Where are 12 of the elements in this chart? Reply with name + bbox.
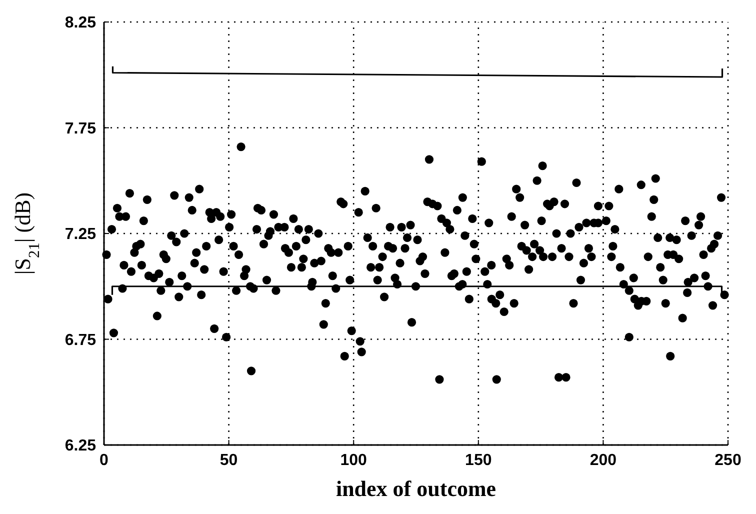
y-tick-label: 8.25 xyxy=(64,14,96,32)
x-axis-title: index of outcome xyxy=(336,476,496,501)
y-tick-label: 7.75 xyxy=(64,120,96,138)
y-tick-label: 6.25 xyxy=(64,438,96,455)
x-tick-label: 150 xyxy=(465,452,492,469)
x-tick-label: 250 xyxy=(714,452,742,469)
x-tick-label: 0 xyxy=(100,452,109,469)
x-tick-label: 200 xyxy=(590,452,617,469)
y-tick-label: 6.75 xyxy=(64,332,96,349)
x-tick-label: 100 xyxy=(340,452,368,469)
y-tick-label: 7.25 xyxy=(64,226,96,244)
x-tick-label: 50 xyxy=(220,452,238,469)
